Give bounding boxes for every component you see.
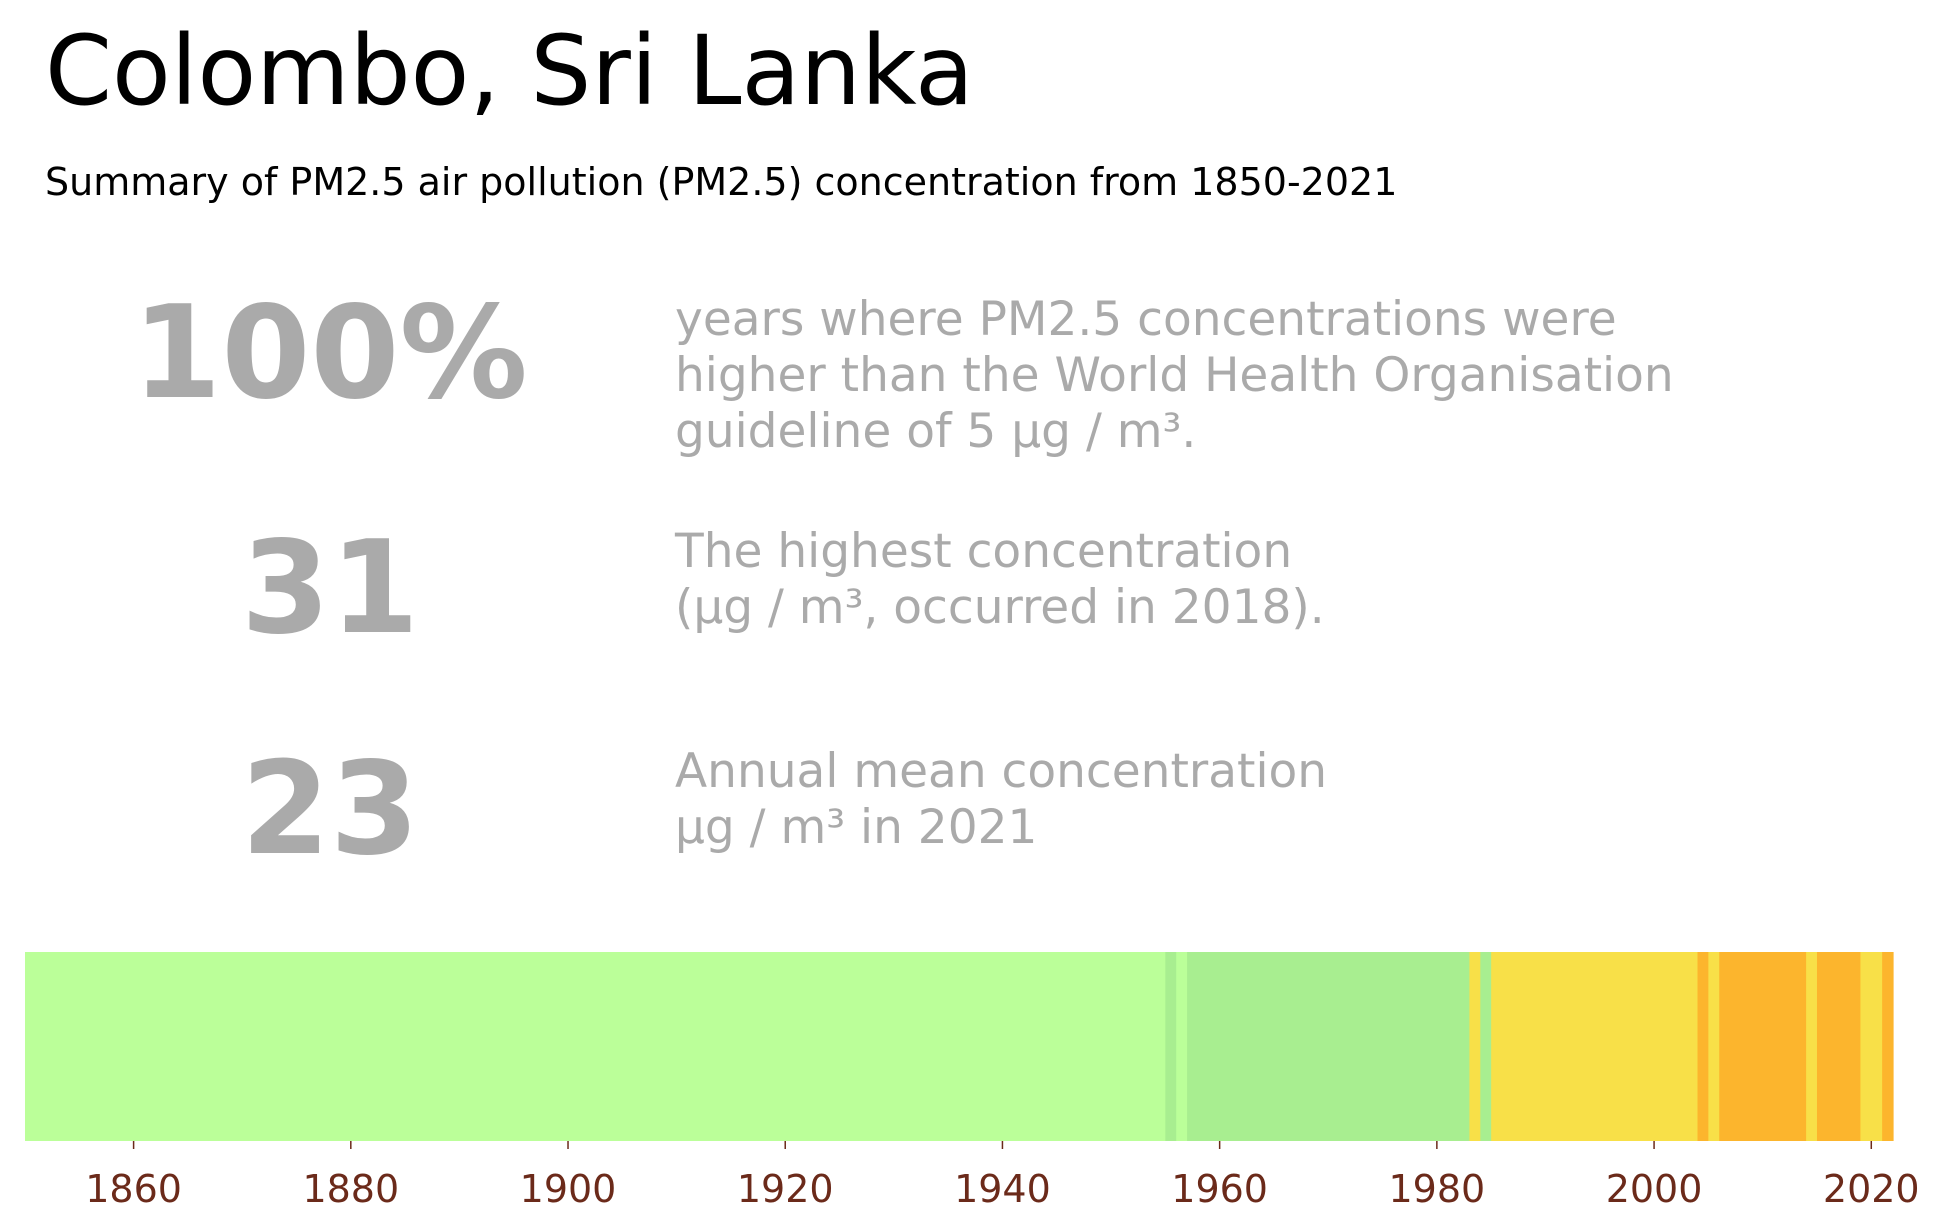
stripe-segment (1176, 952, 1188, 1141)
x-tick-label: 1960 (1171, 1167, 1268, 1211)
stripe-segment (1719, 952, 1807, 1141)
stat-value-highest-concentration: 31 (240, 514, 420, 663)
x-tick-label: 1920 (737, 1167, 834, 1211)
stripe-segment (1469, 952, 1481, 1141)
x-tick-label: 1860 (85, 1167, 182, 1211)
stat-value-percent-above-guideline: 100% (132, 279, 528, 428)
stripe-segment (1165, 952, 1177, 1141)
stat-description-line: (µg / m³, occurred in 2018). (675, 580, 1325, 635)
stripe-segment (1860, 952, 1883, 1141)
stat-value-annual-mean: 23 (240, 735, 420, 884)
stripe-segment (1806, 952, 1818, 1141)
stat-description-line: The highest concentration (675, 524, 1293, 579)
stat-description-line: Annual mean concentration (675, 744, 1328, 799)
stripe-segment (1816, 952, 1862, 1141)
stripe-segment (1187, 952, 1471, 1141)
x-tick-label: 1940 (954, 1167, 1051, 1211)
x-tick-label: 2000 (1606, 1167, 1703, 1211)
page-title: Colombo, Sri Lanka (45, 15, 974, 127)
stat-description-line: µg / m³ in 2021 (675, 800, 1038, 855)
stripe-segment (1491, 952, 1699, 1141)
stat-description-line: years where PM2.5 concentrations were (675, 292, 1617, 347)
stat-description-percent-above-guideline: years where PM2.5 concentrations were hi… (675, 292, 1674, 460)
stripe-segment (1882, 952, 1894, 1141)
stat-description-line: guideline of 5 µg / m³. (675, 404, 1197, 459)
stripe-segment (25, 952, 1166, 1141)
stat-description-highest-concentration: The highest concentration (µg / m³, occu… (675, 524, 1325, 636)
x-tick-label: 1980 (1389, 1167, 1486, 1211)
stripe-segment (1697, 952, 1709, 1141)
page-subtitle: Summary of PM2.5 air pollution (PM2.5) c… (45, 160, 1398, 204)
x-tick-label: 1900 (520, 1167, 617, 1211)
stat-description-annual-mean: Annual mean concentration µg / m³ in 202… (675, 744, 1327, 856)
stripe-segment (1708, 952, 1720, 1141)
x-tick-label: 2020 (1823, 1167, 1920, 1211)
stripe-segment (1480, 952, 1492, 1141)
stat-description-line: higher than the World Health Organisatio… (675, 348, 1674, 403)
x-tick-label: 1880 (302, 1167, 399, 1211)
